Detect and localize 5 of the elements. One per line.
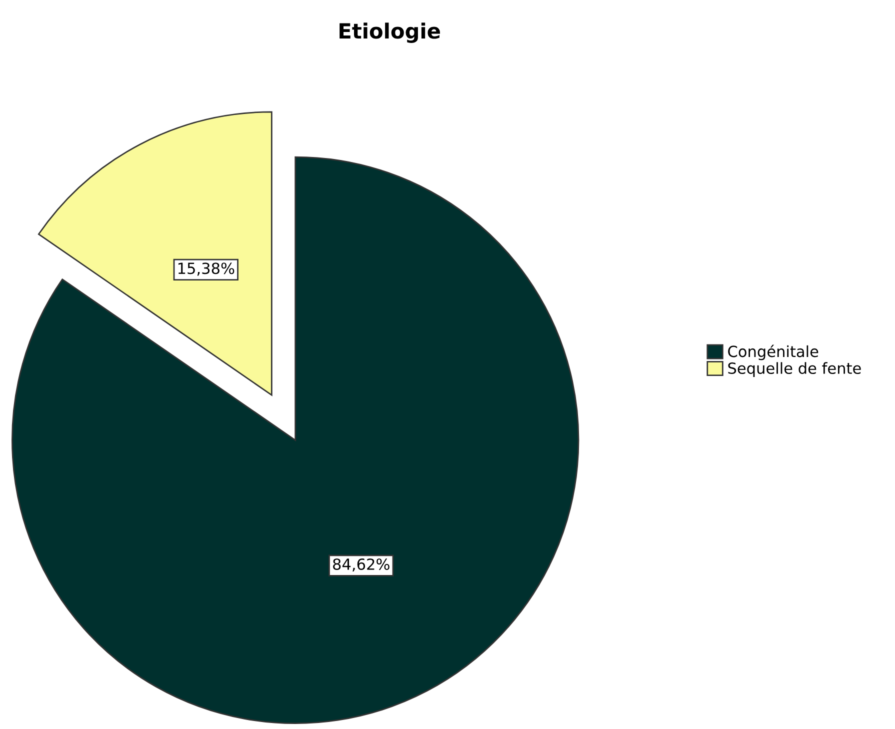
chart-title: Etiologie [340,22,440,43]
legend-label: Sequelle de fente [728,362,861,377]
data-label: 84,62% [333,558,390,572]
data-label: 15,38% [178,262,234,276]
legend-label: Congénitale [728,344,818,360]
